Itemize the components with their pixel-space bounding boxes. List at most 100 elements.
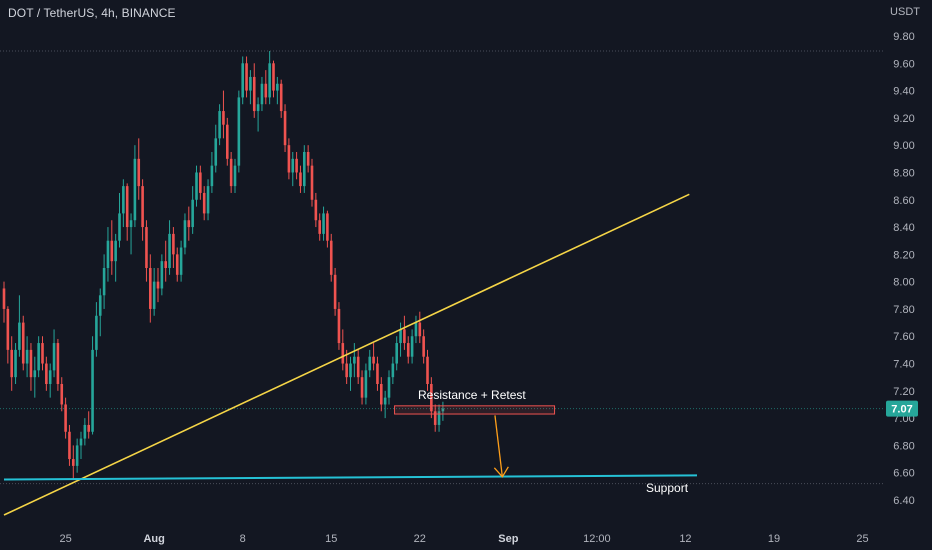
candle-body	[149, 268, 152, 309]
y-tick-label: 9.20	[893, 113, 914, 125]
candle-body	[376, 363, 379, 384]
candle-body	[279, 83, 283, 112]
candle-body	[364, 370, 368, 398]
candle-body	[345, 363, 348, 378]
candle-body	[118, 213, 121, 241]
candle-body	[68, 431, 71, 460]
candle-body	[218, 111, 221, 139]
candle-body	[245, 63, 248, 91]
candle-body	[206, 186, 210, 214]
candle-body	[172, 233, 175, 255]
projection-arrow-line	[494, 415, 503, 477]
x-tick-label: Sep	[498, 533, 518, 545]
candle-body	[48, 370, 52, 384]
candle-body	[441, 408, 445, 412]
candle-body	[283, 111, 287, 146]
candle-body	[102, 268, 106, 296]
candle-body	[237, 97, 241, 166]
candle-body	[106, 240, 110, 268]
candle-body	[399, 329, 402, 344]
candle-body	[14, 349, 17, 378]
candle-body	[45, 363, 48, 384]
candle-body	[299, 172, 302, 187]
candle-body	[326, 213, 329, 241]
candle-body	[129, 220, 133, 228]
candle-body	[256, 104, 260, 112]
y-tick-label: 9.80	[893, 31, 914, 43]
candle-body	[395, 343, 398, 364]
support-label: Support	[646, 481, 689, 495]
x-tick-label: 25	[856, 533, 868, 545]
candle-body	[179, 247, 183, 275]
candle-body	[268, 63, 271, 98]
y-tick-label: 6.80	[893, 440, 914, 452]
y-tick-label: 9.60	[893, 58, 914, 70]
candle-body	[333, 274, 337, 309]
candle-body	[391, 363, 395, 378]
x-tick-label: 12	[679, 533, 691, 545]
candle-body	[10, 349, 13, 378]
y-tick-label: 9.00	[893, 140, 914, 152]
candle-body	[422, 336, 425, 357]
candle-body	[183, 220, 187, 248]
price-unit-label: USDT	[890, 6, 920, 18]
candle-body	[152, 281, 156, 309]
candle-body	[430, 384, 433, 412]
y-tick-label: 6.40	[893, 495, 914, 507]
candle-body	[21, 322, 25, 364]
candle-body	[310, 165, 314, 200]
candle-body	[337, 308, 341, 344]
candle-body	[383, 397, 387, 405]
candle-body	[437, 411, 441, 425]
candle-body	[202, 192, 206, 214]
candle-body	[41, 343, 44, 364]
support-line	[3, 474, 698, 481]
candle-body	[329, 240, 333, 275]
candle-body	[160, 261, 164, 289]
current-price-value: 7.07	[891, 404, 912, 416]
candle-body	[418, 322, 422, 337]
candle-body	[133, 158, 137, 221]
y-tick-label: 7.20	[893, 386, 914, 398]
candle-body	[341, 343, 345, 364]
candle-body	[233, 165, 237, 187]
candle-body	[303, 152, 306, 187]
candle-body	[125, 186, 129, 228]
y-tick-label: 8.00	[893, 277, 914, 289]
candle-body	[426, 356, 429, 384]
candle-body	[195, 172, 198, 200]
candle-body	[6, 308, 10, 350]
x-tick-label: 12:00	[583, 533, 611, 545]
x-tick-label: Aug	[143, 533, 164, 545]
x-tick-label: 25	[59, 533, 71, 545]
candle-body	[222, 111, 225, 125]
x-tick-label: 19	[768, 533, 780, 545]
candle-body	[276, 83, 279, 91]
candle-body	[87, 424, 90, 432]
candle-body	[318, 220, 321, 234]
candle-body	[406, 343, 410, 357]
projection-arrow-head	[493, 466, 509, 478]
y-tick-label: 8.20	[893, 249, 914, 261]
candle-body	[295, 158, 298, 173]
candle-body	[114, 240, 117, 262]
candle-body	[64, 404, 67, 432]
x-tick-label: 22	[414, 533, 426, 545]
candle-body	[187, 220, 191, 228]
candle-body	[60, 384, 64, 405]
ascending-trendline	[3, 193, 690, 516]
candle-body	[241, 63, 244, 98]
candle-body	[414, 322, 418, 337]
candle-body	[433, 411, 437, 425]
candle-body	[25, 349, 29, 364]
candle-body	[314, 199, 318, 221]
candle-body	[156, 281, 160, 289]
candle-body	[175, 254, 179, 275]
chart-title: DOT / TetherUS, 4h, BINANCE	[8, 6, 176, 20]
candle-body	[91, 349, 94, 432]
resistance-retest-label: Resistance + Retest	[418, 388, 526, 402]
candle-body	[37, 343, 40, 371]
y-tick-label: 8.60	[893, 195, 914, 207]
candle-body	[75, 445, 79, 466]
